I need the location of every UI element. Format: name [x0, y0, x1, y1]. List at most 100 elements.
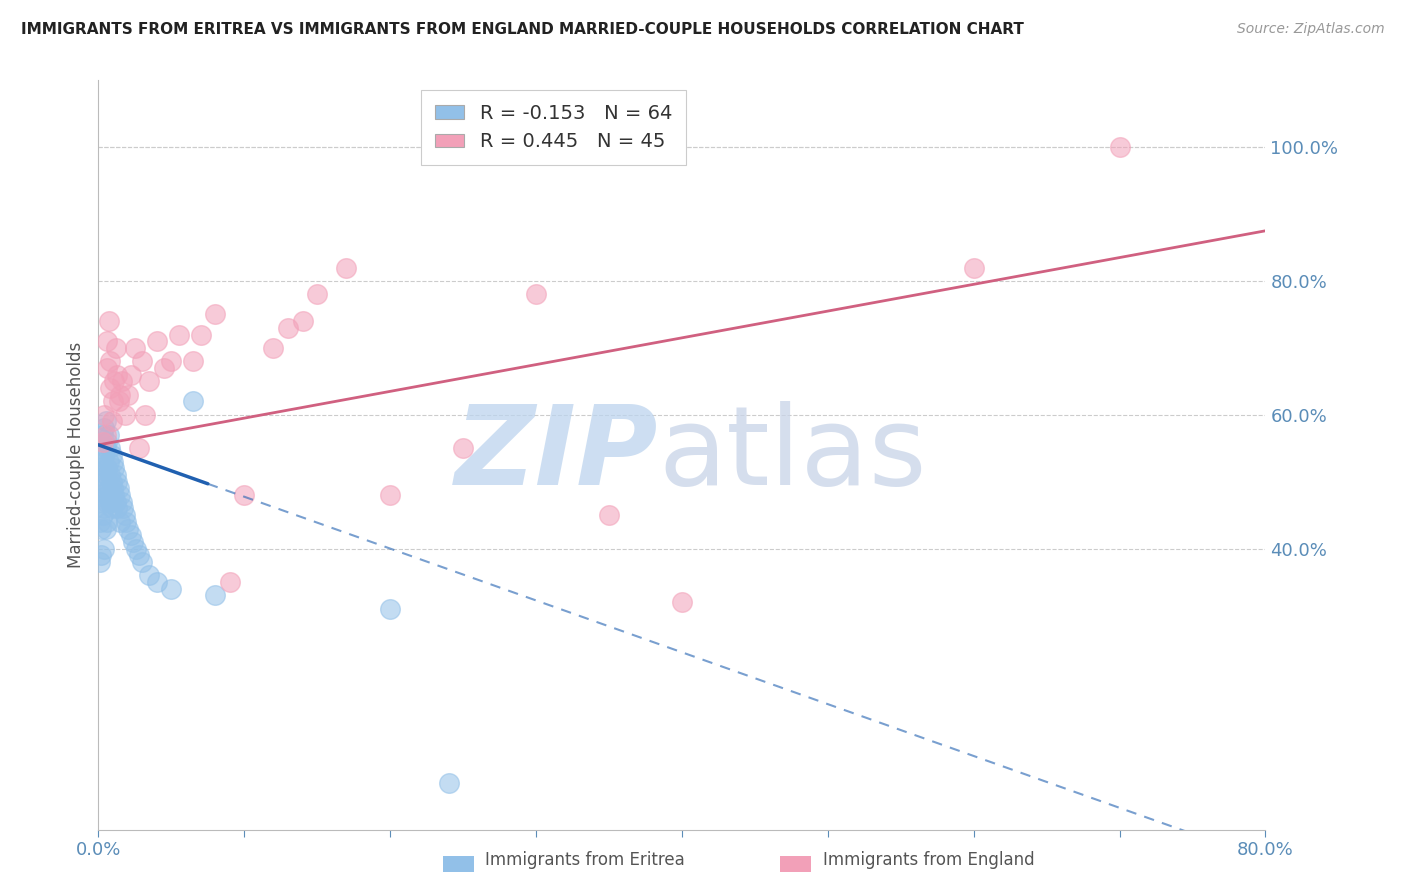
Text: Immigrants from England: Immigrants from England [823, 851, 1035, 869]
Point [134, 408, 156, 422]
Point [335, 260, 357, 275]
Point [104, 341, 127, 355]
Point [96, 461, 118, 475]
Point [89, 515, 111, 529]
Point [94, 494, 117, 508]
Text: Source: ZipAtlas.com: Source: ZipAtlas.com [1237, 22, 1385, 37]
Point [962, 260, 984, 275]
Point [90, 521, 112, 535]
Point [93, 475, 115, 489]
Point [91, 455, 114, 469]
Point [100, 448, 122, 462]
Point [181, 354, 204, 368]
Point [105, 475, 128, 489]
Point [160, 354, 183, 368]
Point [91, 428, 114, 442]
Point [96, 434, 118, 449]
Point [90, 494, 112, 508]
Point [103, 375, 125, 389]
Point [96, 334, 118, 349]
Point [153, 361, 176, 376]
Point [124, 341, 146, 355]
Point [131, 555, 153, 569]
Point [96, 488, 118, 502]
Point [114, 408, 136, 422]
Point [120, 368, 142, 382]
Point [101, 394, 124, 409]
Point [671, 595, 693, 609]
Point [598, 508, 620, 523]
Point [98, 381, 121, 395]
Point [89, 488, 111, 502]
Point [94, 521, 117, 535]
Point [100, 475, 122, 489]
Point [96, 515, 118, 529]
Point [167, 327, 190, 342]
Text: atlas: atlas [658, 401, 927, 508]
Point [98, 442, 121, 455]
Point [93, 421, 115, 435]
Point [204, 307, 226, 322]
Point [101, 482, 124, 496]
Point [112, 501, 135, 516]
Point [94, 442, 117, 455]
Point [437, 776, 460, 790]
Point [97, 428, 120, 442]
Text: Immigrants from Eritrea: Immigrants from Eritrea [485, 851, 685, 869]
Point [90, 442, 112, 455]
Point [104, 468, 127, 483]
Point [111, 375, 134, 389]
Point [117, 387, 139, 401]
Point [97, 482, 120, 496]
Point [277, 321, 299, 335]
Text: IMMIGRANTS FROM ERITREA VS IMMIGRANTS FROM ENGLAND MARRIED-COUPLE HOUSEHOLDS COR: IMMIGRANTS FROM ERITREA VS IMMIGRANTS FR… [21, 22, 1024, 37]
Point [138, 375, 160, 389]
Point [291, 314, 314, 328]
Point [101, 455, 124, 469]
Point [138, 568, 160, 582]
Point [103, 461, 125, 475]
Point [108, 482, 131, 496]
Point [120, 528, 142, 542]
Point [122, 535, 145, 549]
Point [93, 448, 115, 462]
Legend: R = -0.153   N = 64, R = 0.445   N = 45: R = -0.153 N = 64, R = 0.445 N = 45 [422, 90, 686, 165]
Point [104, 494, 127, 508]
Point [93, 408, 115, 422]
Point [128, 548, 150, 563]
Point [94, 415, 117, 429]
Point [105, 501, 128, 516]
Point [94, 428, 117, 442]
Point [307, 287, 329, 301]
Point [94, 468, 117, 483]
Point [91, 508, 114, 523]
Point [91, 434, 114, 449]
Point [146, 334, 169, 349]
Point [451, 442, 474, 455]
Point [380, 602, 402, 616]
Point [181, 394, 204, 409]
Point [380, 488, 402, 502]
Point [110, 515, 132, 529]
Point [100, 501, 122, 516]
Text: ZIP: ZIP [456, 401, 658, 508]
Point [110, 387, 132, 401]
Point [262, 341, 284, 355]
Point [1108, 140, 1130, 154]
Point [93, 541, 115, 556]
Point [125, 541, 148, 556]
Point [100, 415, 122, 429]
Point [204, 589, 226, 603]
Point [128, 442, 150, 455]
Point [98, 494, 121, 508]
Point [98, 468, 121, 483]
Point [108, 394, 131, 409]
Point [89, 555, 111, 569]
Point [218, 575, 240, 590]
Y-axis label: Married-couple Households: Married-couple Households [67, 342, 86, 568]
Point [97, 314, 120, 328]
Point [103, 488, 125, 502]
Point [160, 582, 183, 596]
Point [89, 461, 111, 475]
Point [131, 354, 153, 368]
